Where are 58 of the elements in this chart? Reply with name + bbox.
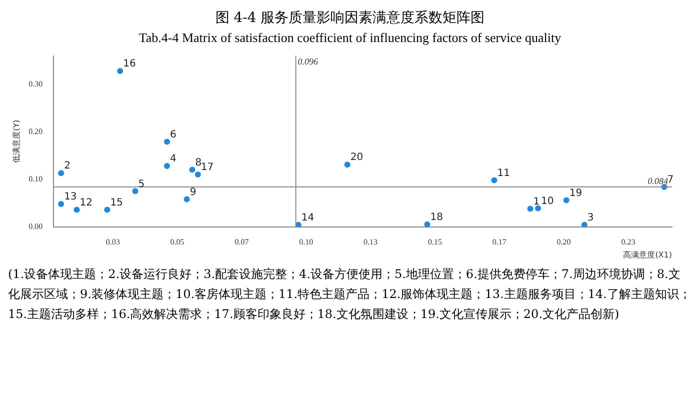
point: [104, 206, 110, 213]
annotation: 13: [64, 192, 77, 203]
text: (1.设备体现主题；2.设备运行良好；3.配套设施完整；4.设备方便使用；5.地理位置；6.提供免费停车；7.周边环境协调；8.文化展示区域；9.装修体现主题；10.客房体现主题；11.特色主题产品；12.服饰体现主题；13.主题服务项目；14.了解主题知识；15.主题活动多样；16.高效解决需求；17.顾客印象良好；18.文化氛围建设；19.文化宣传展示；20.文化产品创新): [8, 266, 692, 323]
point: [164, 138, 170, 145]
annotation: 1: [533, 196, 540, 208]
point: [344, 162, 350, 168]
x-tick-label: 0.10: [299, 238, 314, 247]
y-tick-label: 0.30: [28, 79, 43, 88]
x-tick-label: 0.20: [556, 238, 571, 247]
annotation: 3: [587, 212, 594, 224]
point: [74, 206, 80, 213]
point: [581, 222, 588, 227]
annotation: 19: [569, 188, 582, 199]
x-tick-label: 0.23: [621, 238, 636, 247]
ref-line-label: 0.096: [298, 56, 319, 67]
point: [535, 205, 542, 212]
point: [58, 201, 64, 207]
annotation: 9: [190, 186, 196, 198]
chart-title: 图 4-4 服务质量影响因素满意度系数矩阵图: [214, 9, 486, 28]
y-axis-title: 低满意度(Y): [12, 120, 21, 163]
point: [189, 166, 196, 173]
x-tick-label: 0.15: [428, 238, 442, 247]
annotation: 4: [170, 154, 176, 165]
point: [194, 172, 201, 178]
annotation: 11: [497, 168, 510, 179]
annotation: 12: [80, 197, 93, 208]
annotation: 17: [200, 162, 214, 174]
x-tick-label: 0.07: [234, 238, 249, 247]
chart-subtitle: Tab.4-4 Matrix of satisfaction coefficient of influencing factors of service quality: [138, 29, 562, 47]
annotation: 5: [138, 178, 145, 190]
ref-line-label: 0.084: [648, 176, 668, 186]
annotation: 8: [195, 157, 202, 168]
point: [132, 188, 138, 194]
annotation: 15: [110, 197, 123, 208]
point: [117, 68, 124, 74]
annotation: 18: [430, 212, 443, 224]
x-tick-label: 0.17: [492, 238, 506, 247]
x-tick-label: 0.13: [364, 238, 378, 247]
point: [184, 196, 190, 202]
annotation: 6: [170, 129, 176, 140]
x-tick-label: 0.03: [106, 238, 120, 247]
y-tick-label: 0.10: [28, 174, 43, 184]
annotation: 16: [123, 58, 136, 70]
point: [527, 206, 534, 212]
annotation: 7: [667, 174, 674, 186]
y-tick-label: 0.20: [28, 126, 43, 136]
annotation: 10: [541, 196, 554, 207]
point: [424, 221, 430, 227]
point: [563, 197, 570, 204]
annotation: 2: [64, 160, 70, 172]
annotation: 14: [301, 212, 314, 224]
point: [164, 163, 170, 169]
x-axis-title: 高满意度(X1): [623, 250, 672, 260]
x-tick-label: 0.05: [170, 238, 184, 247]
point: [491, 177, 498, 184]
y-tick-label: 0.00: [28, 222, 43, 231]
point: [58, 170, 64, 176]
annotation: 20: [350, 152, 364, 164]
